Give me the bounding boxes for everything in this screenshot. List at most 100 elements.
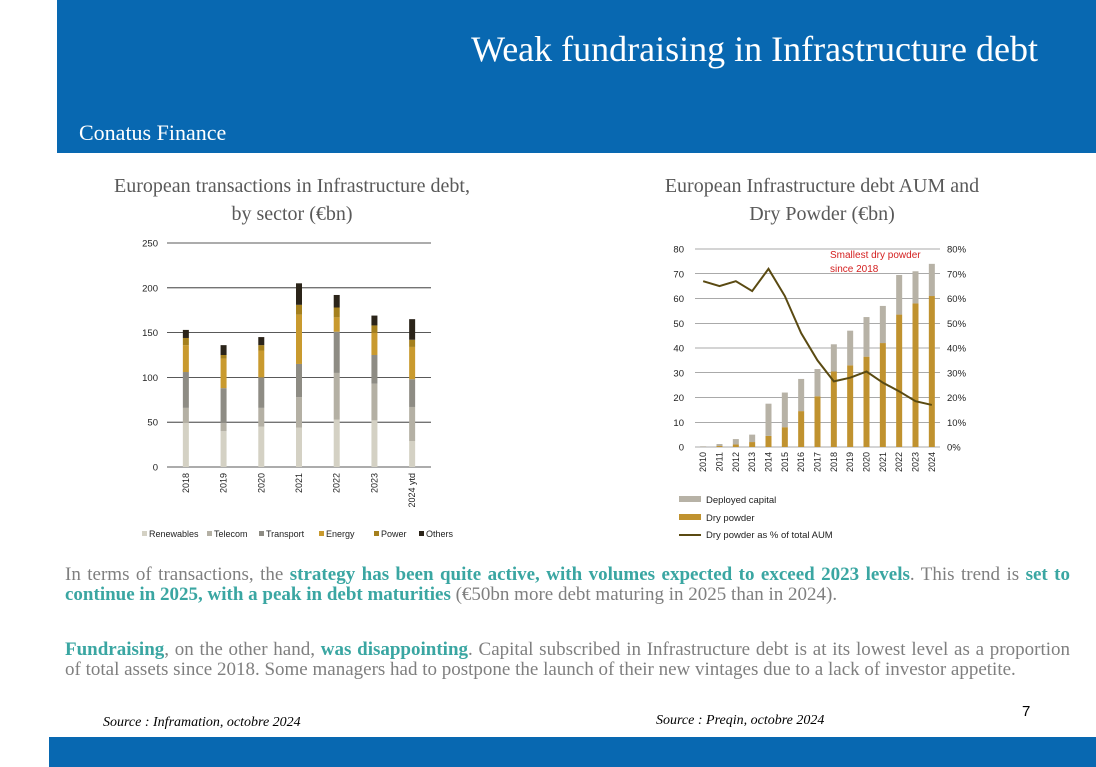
bar-segment (182, 329, 189, 338)
bar-dry-powder (928, 296, 935, 447)
legend-label: Dry powder as % of total AUM (706, 530, 833, 541)
bar-dry-powder (879, 343, 886, 447)
bar-segment (333, 307, 340, 318)
bar-segment (371, 420, 378, 467)
body-text: , on the other hand, (164, 639, 321, 660)
bar-segment (182, 372, 189, 408)
chart1-title-line: European transactions in Infrastructure … (114, 175, 470, 197)
y-tick-label: 250 (142, 239, 158, 250)
bar-segment (220, 355, 227, 359)
x-tick-label: 2015 (780, 452, 790, 472)
bar-deployed-capital (814, 369, 821, 397)
x-tick-label: 2023 (911, 452, 921, 472)
body-text: In terms of transactions, the (65, 564, 290, 585)
legend-swatch (207, 531, 212, 536)
chart2-title-line: European Infrastructure debt AUM and (664, 175, 980, 197)
bar-dry-powder (830, 371, 837, 447)
legend-swatch (142, 531, 147, 536)
source-left: Source : Inframation, octobre 2024 (103, 715, 301, 730)
paragraph-transactions: In terms of transactions, the strategy h… (65, 565, 1070, 604)
x-tick-label: 2010 (698, 452, 708, 472)
bar-segment (333, 294, 340, 308)
body-text: (€50bn more debt maturing in 2025 than i… (450, 583, 838, 605)
bar-deployed-capital (928, 263, 935, 297)
bar-dry-powder (781, 427, 788, 447)
bar-segment (258, 426, 265, 467)
company-name: Conatus Finance (79, 120, 227, 145)
bar-deployed-capital (765, 403, 772, 436)
highlight-text: Fundraising (65, 639, 165, 660)
y-tick-label: 10 (673, 418, 684, 429)
bar-segment (371, 325, 378, 333)
x-tick-label: 2020 (256, 473, 266, 493)
y2-tick-label: 40% (947, 344, 967, 355)
y-tick-label: 0 (679, 443, 684, 454)
bar-segment (333, 331, 340, 373)
bar-deployed-capital (732, 439, 739, 445)
bar-segment (220, 388, 227, 424)
legend-label: Deployed capital (706, 495, 776, 506)
bar-dry-powder (863, 356, 870, 447)
y-tick-label: 50 (147, 418, 158, 429)
bar-dry-powder (716, 446, 723, 447)
x-tick-label: 2019 (219, 473, 229, 493)
aum-dry-powder-chart: 0 0% 10 10% 20 20% 30 30% 40 40% 50 50% 60 60% 70 70% 80… (673, 245, 967, 542)
bar-segment (258, 377, 265, 408)
legend-label: Energy (326, 529, 355, 539)
annotation-text: Smallest dry powder (830, 250, 921, 261)
bar-deployed-capital (879, 305, 886, 344)
bar-deployed-capital (700, 446, 707, 447)
y-tick-label: 0 (153, 463, 158, 474)
bar-segment (371, 332, 378, 355)
legend-label: Transport (266, 529, 305, 539)
x-tick-label: 2022 (894, 452, 904, 472)
annotation-text: since 2018 (830, 264, 879, 275)
y-tick-label: 40 (673, 344, 684, 355)
chart1-title: European transactions in Infrastructure … (62, 172, 522, 228)
bar-deployed-capital (716, 444, 723, 447)
bar-dry-powder (732, 444, 739, 447)
legend-label: Dry powder (706, 513, 755, 524)
bar-deployed-capital (749, 434, 756, 443)
x-tick-label: 2022 (332, 473, 342, 493)
x-tick-label: 2017 (813, 452, 823, 472)
body-text: . Capital subscribed in Infrastructure d… (65, 639, 1071, 680)
legend-swatch (679, 496, 701, 502)
y2-tick-label: 60% (947, 294, 967, 305)
y-tick-label: 70 (673, 269, 684, 280)
bar-segment (409, 406, 416, 442)
y-tick-label: 100 (142, 373, 158, 384)
bar-segment (258, 350, 265, 378)
bar-segment (296, 397, 302, 428)
bar-segment (409, 319, 416, 340)
y-tick-label: 30 (673, 368, 684, 379)
bar-segment (220, 431, 227, 467)
bar-segment (296, 427, 302, 467)
bar-segment (409, 346, 416, 380)
x-tick-label: 2021 (294, 473, 304, 493)
y2-tick-label: 0% (947, 443, 961, 454)
sector-transactions-chart: 0 50 100 150 200 250 2018 2019 2020 2021 2022 2023 2… (142, 239, 454, 539)
y-tick-label: 80 (673, 245, 684, 256)
legend-label: Renewables (149, 529, 199, 539)
bar-segment (182, 345, 189, 373)
bar-segment (296, 363, 302, 398)
x-tick-label: 2021 (878, 452, 888, 472)
bar-segment (296, 314, 302, 364)
bar-segment (409, 441, 416, 467)
bar-segment (182, 423, 189, 467)
y-tick-label: 150 (142, 328, 158, 339)
legend-swatch (374, 531, 379, 536)
bar-segment (258, 407, 265, 427)
bar-dry-powder (749, 442, 756, 447)
legend-label: Power (381, 529, 407, 539)
legend-label: Others (426, 529, 454, 539)
x-tick-label: 2011 (715, 452, 725, 471)
page-title: Weak fundraising in Infrastructure debt (471, 29, 1038, 69)
bar-dry-powder (814, 396, 821, 447)
y2-tick-label: 80% (947, 245, 967, 256)
bar-segment (220, 423, 227, 432)
bar-dry-powder (765, 435, 772, 447)
legend-swatch (679, 514, 701, 520)
footer-bar (49, 737, 1096, 767)
